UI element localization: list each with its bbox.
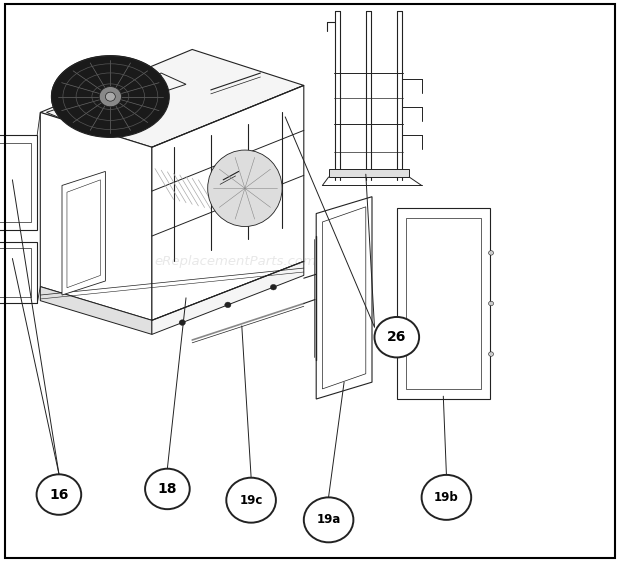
Circle shape [422,475,471,520]
Circle shape [37,474,81,515]
Circle shape [304,497,353,542]
Ellipse shape [208,150,282,226]
Polygon shape [62,171,105,295]
Polygon shape [40,112,152,320]
Polygon shape [152,261,304,334]
Text: 19b: 19b [434,491,459,504]
Polygon shape [0,135,37,230]
Circle shape [489,251,494,255]
Circle shape [489,352,494,356]
Circle shape [374,317,419,357]
Circle shape [489,301,494,306]
Text: 18: 18 [157,482,177,496]
Polygon shape [397,208,490,399]
Polygon shape [152,85,304,320]
Text: 16: 16 [49,488,69,501]
Polygon shape [40,49,304,147]
Text: 26: 26 [387,330,407,344]
Polygon shape [46,73,186,123]
Polygon shape [329,169,409,177]
Circle shape [99,87,122,107]
Circle shape [270,284,277,290]
Circle shape [145,469,190,509]
Ellipse shape [51,56,169,138]
Polygon shape [0,242,37,303]
Polygon shape [316,197,372,399]
Circle shape [224,302,231,308]
Text: 19a: 19a [316,513,341,527]
Circle shape [105,92,115,101]
Polygon shape [40,287,152,334]
Circle shape [179,320,185,325]
Circle shape [226,478,276,523]
Text: 19c: 19c [239,493,263,507]
Text: eReplacementParts.com: eReplacementParts.com [154,255,317,268]
